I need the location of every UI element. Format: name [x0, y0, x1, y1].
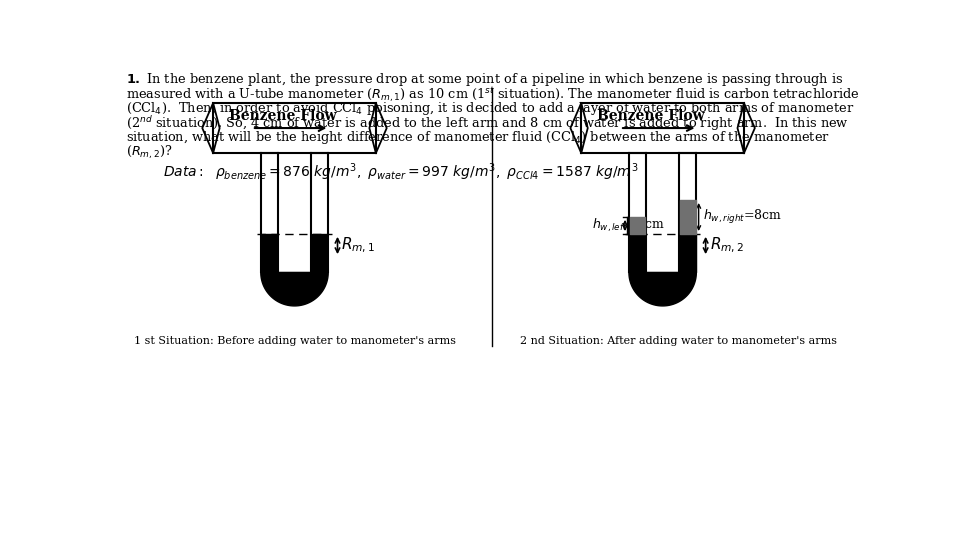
Text: ($R_{m,2}$)?: ($R_{m,2}$)?: [126, 144, 173, 161]
Text: 1 st Situation: Before adding water to manometer's arms: 1 st Situation: Before adding water to m…: [134, 335, 456, 345]
Bar: [581, 103, 744, 153]
Text: Benzene Flow: Benzene Flow: [229, 109, 336, 123]
Text: Benzene Flow: Benzene Flow: [597, 109, 704, 123]
Text: situation, what will be the height difference of manometer fluid (CCl$_4$) betwe: situation, what will be the height diffe…: [126, 129, 830, 146]
Polygon shape: [260, 272, 329, 306]
Polygon shape: [628, 272, 697, 306]
Text: measured with a U-tube manometer ($R_{m,1}$) as 10 cm (1$^{st}$ situation). The : measured with a U-tube manometer ($R_{m,…: [126, 85, 860, 104]
Text: $R_{m,1}$: $R_{m,1}$: [341, 236, 376, 255]
Text: (2$^{nd}$ situation). So, 4 cm of water is added to the left arm and 8 cm of wat: (2$^{nd}$ situation). So, 4 cm of water …: [126, 115, 850, 134]
Polygon shape: [646, 272, 679, 289]
Text: 2 nd Situation: After adding water to manometer's arms: 2 nd Situation: After adding water to ma…: [520, 335, 837, 345]
Text: $h_{w,right}$=8cm: $h_{w,right}$=8cm: [702, 208, 782, 226]
Bar: [213, 103, 376, 153]
Text: $\it{Data:}$  $\it{\rho}$$_{benzene}$$\it{=876\ kg/m^3}$$\it{,\ }$$\it{\rho}$$_{: $\it{Data:}$ $\it{\rho}$$_{benzene}$$\it…: [162, 162, 638, 183]
Text: $R_{m,2}$: $R_{m,2}$: [709, 236, 744, 255]
Text: (CCl$_4$).  Then, in order to avoid CCl$_4$ poisoning, it is decided to add a la: (CCl$_4$). Then, in order to avoid CCl$_…: [126, 100, 854, 117]
Text: $h_{w,left}$=4cm: $h_{w,left}$=4cm: [592, 217, 665, 234]
Polygon shape: [278, 272, 311, 289]
Text: $\mathbf{1.}$ In the benzene plant, the pressure drop at some point of a pipelin: $\mathbf{1.}$ In the benzene plant, the …: [126, 71, 844, 87]
